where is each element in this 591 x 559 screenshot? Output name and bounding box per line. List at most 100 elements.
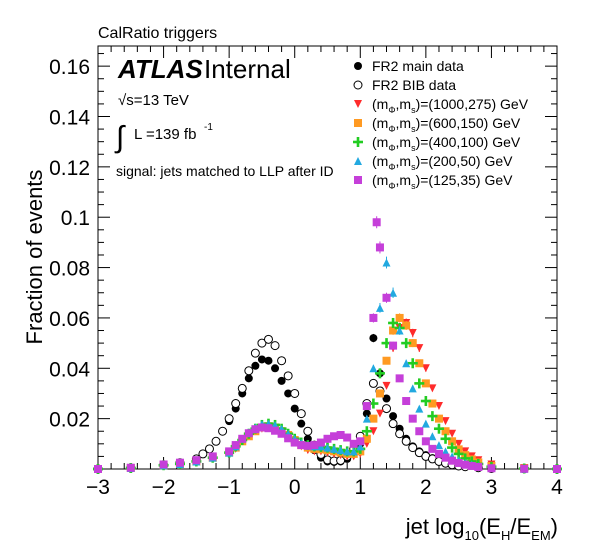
data-point [382, 404, 392, 414]
data-point [402, 359, 411, 368]
legend-label: (mΦ,ms)=(200,50) GeV [372, 153, 513, 172]
legend-item: (mΦ,ms)=(1000,275) GeV [354, 96, 529, 115]
data-point [389, 326, 398, 335]
data-point [283, 371, 293, 381]
x-tick-label: 2 [420, 476, 432, 499]
data-point [388, 419, 398, 429]
x-tick-label: −1 [217, 476, 241, 499]
data-point [382, 381, 391, 390]
data-point [427, 411, 438, 422]
data-point [290, 404, 299, 413]
data-point [467, 461, 476, 470]
data-point [553, 465, 561, 473]
data-point [231, 399, 241, 409]
data-point [368, 398, 379, 409]
data-point [415, 344, 424, 353]
data-point [448, 437, 457, 446]
x-axis-label-slash: /E [510, 514, 531, 539]
x-axis-label-sub10: 10 [465, 528, 479, 543]
data-point [428, 432, 437, 441]
data-point [362, 409, 371, 418]
data-point [454, 458, 463, 467]
data-point [401, 436, 411, 446]
data-point [434, 414, 443, 423]
data-point [244, 429, 253, 438]
legend-item: (mΦ,ms)=(125,35) GeV [354, 172, 513, 191]
data-point [421, 437, 430, 446]
plot-frame [97, 45, 558, 470]
data-point [487, 464, 496, 473]
data-point [402, 321, 411, 330]
data-marks [93, 216, 562, 474]
data-point [461, 460, 470, 469]
x-tick-label: −2 [152, 476, 176, 499]
data-point [433, 423, 444, 434]
data-point [257, 423, 266, 432]
data-point [362, 414, 371, 423]
data-point [323, 443, 332, 452]
data-point [356, 437, 365, 446]
data-point [408, 339, 417, 348]
data-point [303, 434, 312, 443]
x-axis-label: jet log10(EH/EEM) [405, 514, 558, 543]
legend-marker [354, 62, 362, 70]
y-tick-label: 0.16 [49, 56, 90, 79]
x-axis-label-open: (E [479, 514, 501, 539]
x-axis-label-subH: H [501, 528, 510, 543]
data-point [381, 338, 392, 349]
legend-item: (mΦ,ms)=(600,150) GeV [354, 115, 521, 134]
data-point [94, 465, 102, 473]
data-point [389, 412, 398, 421]
data-point [407, 358, 418, 369]
data-point [382, 258, 391, 267]
data-point [448, 456, 457, 465]
data-point [277, 376, 286, 385]
y-tick-labels: 0.02 0.04 0.06 0.08 0.1 0.12 0.14 0.16 [49, 56, 90, 431]
data-point [448, 429, 457, 438]
data-point [303, 426, 313, 436]
data-point [264, 356, 273, 365]
data-point [271, 426, 280, 435]
data-point [414, 378, 425, 389]
data-point [330, 432, 339, 441]
data-point [244, 374, 253, 383]
data-point [369, 414, 378, 423]
data-point [225, 447, 234, 456]
data-point [453, 448, 464, 459]
data-point [415, 404, 424, 413]
data-point [395, 429, 405, 439]
data-point [414, 448, 424, 458]
data-point [251, 425, 260, 434]
legend-item: (mΦ,ms)=(400,100) GeV [353, 134, 521, 153]
y-tick-label: 0.14 [49, 107, 90, 130]
data-point [192, 456, 201, 465]
data-point [237, 383, 247, 393]
x-axis-label-close: ) [551, 514, 558, 539]
data-point [204, 444, 214, 454]
x-tick-label: −3 [86, 476, 110, 499]
data-point [284, 434, 293, 443]
series-6 [94, 216, 561, 473]
data-point [244, 366, 254, 376]
y-tick-label: 0.08 [49, 258, 90, 281]
legend-item: FR2 main data [354, 58, 464, 74]
energy-label: √s=13 TeV [118, 92, 189, 109]
data-point [434, 441, 443, 450]
data-point [447, 442, 458, 453]
data-point [349, 447, 358, 456]
legend: FR2 main data FR2 BIB data (mΦ,ms)=(1000,2… [353, 58, 529, 191]
data-point [382, 394, 391, 403]
data-point [421, 364, 430, 373]
data-point [290, 388, 300, 398]
legend-marker [354, 176, 362, 184]
legend-marker [354, 157, 362, 165]
selection-label: signal: jets matched to LLP after ID [116, 163, 334, 179]
data-point [434, 402, 443, 411]
legend-item: (mΦ,ms)=(200,50) GeV [354, 153, 513, 172]
data-point [454, 439, 463, 448]
data-point [211, 436, 221, 446]
y-axis-label: Fraction of events [22, 170, 47, 345]
data-point [208, 452, 217, 461]
data-point [382, 356, 391, 365]
